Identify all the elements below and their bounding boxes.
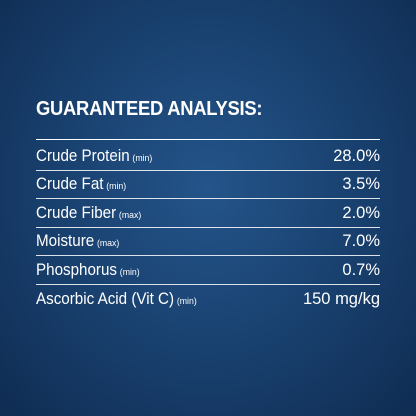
- nutrient-name: Crude Fiber: [36, 203, 117, 222]
- nutrient-name: Crude Protein: [36, 146, 130, 165]
- amount: 7.0%: [342, 232, 380, 250]
- amount: 150 mg/kg: [302, 290, 380, 308]
- title: GUARANTEED ANALYSIS:: [36, 98, 263, 120]
- qualifier: (min): [176, 296, 197, 307]
- qualifier: (min): [106, 181, 127, 192]
- amount: 3.5%: [342, 175, 380, 193]
- amount: 28.0%: [333, 146, 380, 165]
- qualifier: (max): [96, 238, 120, 249]
- table-row: Crude Fiber (max) 2.0%: [36, 199, 380, 228]
- nutrient-cell: Phosphorus (min): [36, 261, 140, 280]
- title-rule: [36, 139, 380, 140]
- analysis-table: Crude Protein (min) 28.0% Crude Fat (min) 3.5…: [36, 142, 380, 313]
- table-row: Phosphorus (min) 0.7%: [36, 256, 380, 285]
- nutrient-name: Crude Fat: [36, 175, 104, 193]
- qualifier: (min): [132, 152, 153, 164]
- table-row: Crude Protein (min) 28.0%: [36, 142, 380, 171]
- amount: 0.7%: [342, 260, 380, 279]
- qualifier: (min): [119, 266, 140, 278]
- table-row: Crude Fat (min) 3.5%: [36, 171, 380, 199]
- nutrient-name: Phosphorus: [36, 260, 118, 279]
- amount: 2.0%: [342, 203, 380, 222]
- nutrient-cell: Ascorbic Acid (Vit C) (min): [36, 290, 197, 309]
- table-row: Moisture (max) 7.0%: [36, 228, 380, 256]
- nutrient-cell: Crude Fiber (max): [36, 204, 141, 223]
- nutrient-cell: Crude Protein (min): [36, 147, 152, 166]
- nutrient-name: Ascorbic Acid (Vit C): [36, 290, 175, 308]
- nutrient-name: Moisture: [36, 232, 95, 250]
- nutrient-cell: Moisture (max): [36, 232, 119, 251]
- nutrient-cell: Crude Fat (min): [36, 175, 126, 194]
- table-row: Ascorbic Acid (Vit C) (min) 150 mg/kg: [36, 285, 380, 314]
- qualifier: (max): [118, 209, 142, 221]
